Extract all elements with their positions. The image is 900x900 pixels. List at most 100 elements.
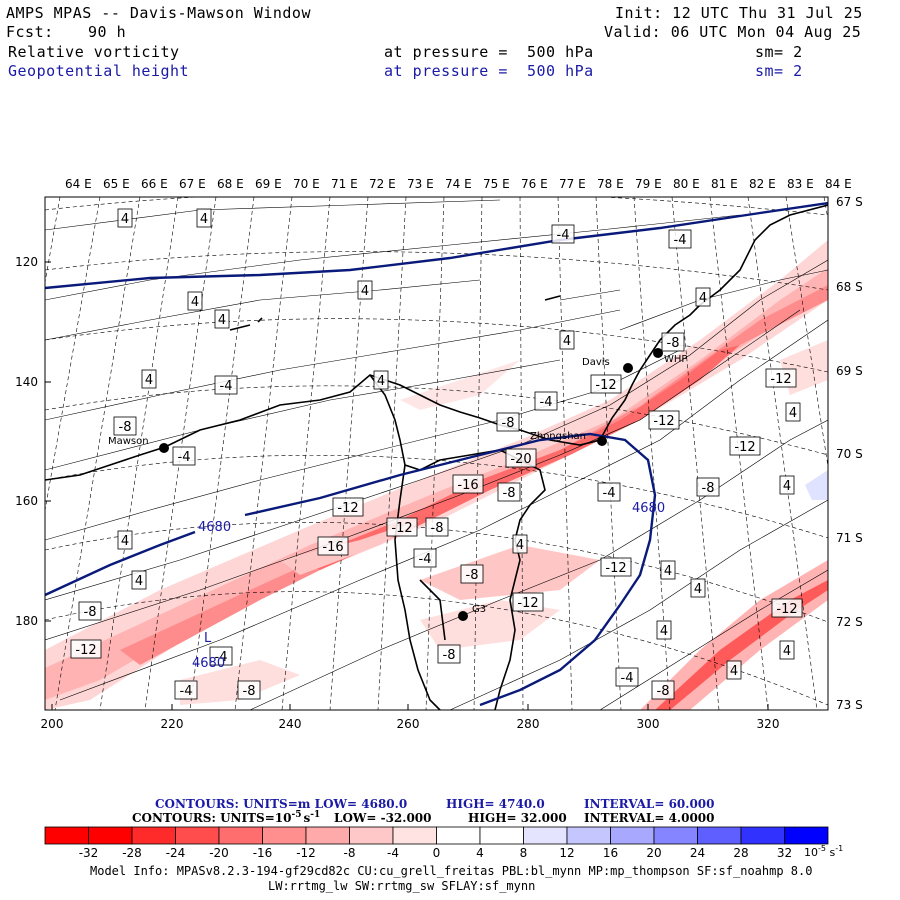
colorbar-tick-label: 32 xyxy=(777,846,792,860)
vorticity-label: 4 xyxy=(214,309,230,329)
map-frame xyxy=(44,196,829,711)
x-tick-label: 220 xyxy=(161,717,184,731)
vorticity-streak xyxy=(280,520,420,575)
svg-text:4: 4 xyxy=(200,212,208,227)
svg-text:4: 4 xyxy=(121,534,129,549)
longitude-label: 83 E xyxy=(787,177,814,191)
vorticity-shading xyxy=(45,197,828,710)
latitude-labels: 67 S 68 S 69 S 70 S 71 S 72 S 73 S xyxy=(836,195,863,712)
colorbar-tick-label: 24 xyxy=(690,846,705,860)
colorbar-units: 10-5 s-1 xyxy=(804,844,843,859)
svg-text:-8: -8 xyxy=(702,481,715,496)
svg-text:4: 4 xyxy=(730,664,738,679)
colorbar-swatch xyxy=(784,826,829,845)
height-contours xyxy=(45,201,828,707)
station-dot-whp xyxy=(653,348,663,358)
svg-text:-8: -8 xyxy=(84,605,97,620)
vorticity-label: 4 xyxy=(690,578,706,598)
height-label: 4680 xyxy=(192,656,225,671)
longitude-label: 67 E xyxy=(179,177,206,191)
colorbar-swatch xyxy=(305,826,350,845)
colorbar-swatch xyxy=(88,826,133,845)
x-tick-label: 280 xyxy=(517,717,540,731)
vorticity-label: -8 xyxy=(425,517,449,537)
vorticity-streak xyxy=(420,600,560,650)
height-contour-interval: INTERVAL= 60.000 xyxy=(584,797,715,811)
svg-text:-8: -8 xyxy=(466,568,479,583)
vorticity-label: -12 xyxy=(729,436,761,456)
colorbar-tick-label: 20 xyxy=(646,846,661,860)
latitude-label: 67 S xyxy=(836,195,863,209)
vorticity-contour-low: LOW= -32.000 xyxy=(334,811,432,825)
longitude-label: 74 E xyxy=(445,177,472,191)
height-label: 4680 xyxy=(632,501,665,516)
vorticity-label: -8 xyxy=(661,332,685,352)
vorticity-label: -12 xyxy=(332,497,364,517)
svg-text:4: 4 xyxy=(377,374,385,389)
svg-text:-16: -16 xyxy=(322,540,343,555)
vorticity-label: 4 xyxy=(373,370,389,390)
product-title: AMPS MPAS -- Davis-Mawson Window xyxy=(6,4,311,22)
longitude-label: 77 E xyxy=(559,177,586,191)
station-label-mawson: Mawson xyxy=(108,436,149,447)
colorbar-swatch xyxy=(610,826,655,845)
svg-text:4: 4 xyxy=(516,538,524,553)
colorbar-tick-label: 28 xyxy=(733,846,748,860)
field1-level: at pressure = 500 hPa xyxy=(384,43,594,61)
longitude-label: 64 E xyxy=(65,177,92,191)
vorticity-label: -8 xyxy=(496,412,520,432)
colorbar-tick-label: 12 xyxy=(559,846,574,860)
vorticity-label: 4 xyxy=(779,640,795,660)
colorbar-swatch xyxy=(392,826,437,845)
y-tick-label: 140 xyxy=(15,375,38,389)
svg-text:-12: -12 xyxy=(653,414,674,429)
vorticity-label: -12 xyxy=(771,598,803,618)
vorticity-label: -12 xyxy=(70,639,102,659)
vorticity-label: -4 xyxy=(214,375,238,395)
colorbar-tick-label: -32 xyxy=(79,846,99,860)
vorticity-label: -8 xyxy=(497,482,521,502)
longitude-label: 76 E xyxy=(521,177,548,191)
model-info-line1: Model Info: MPASv8.2.3-194-gf29cd82c CU:… xyxy=(90,864,813,878)
colorbar-swatch xyxy=(262,826,307,845)
svg-text:-20: -20 xyxy=(510,452,531,467)
field1-name: Relative vorticity xyxy=(8,43,180,61)
y-tick-label: 120 xyxy=(15,255,38,269)
station-label-g3: G3 xyxy=(472,604,486,615)
vorticity-label: -4 xyxy=(551,224,575,244)
vorticity-contour-high: HIGH= 32.000 xyxy=(468,811,567,825)
x-tick-label: 320 xyxy=(757,717,780,731)
vorticity-label: -4 xyxy=(597,482,621,502)
colorbar-swatch xyxy=(44,826,89,845)
station-label-davis: Davis xyxy=(582,357,610,368)
vorticity-label: -8 xyxy=(237,680,261,700)
svg-text:4: 4 xyxy=(145,373,153,388)
svg-text:-4: -4 xyxy=(557,228,570,243)
vorticity-label: 4 xyxy=(187,291,203,311)
vorticity-label: -12 xyxy=(765,368,797,388)
longitude-label: 82 E xyxy=(749,177,776,191)
svg-text:-12: -12 xyxy=(770,372,791,387)
svg-text:-8: -8 xyxy=(667,336,680,351)
svg-text:-12: -12 xyxy=(776,602,797,617)
vorticity-band-mid xyxy=(45,268,828,700)
vorticity-label: -4 xyxy=(209,646,233,666)
vorticity-contour-interval: INTERVAL= 4.0000 xyxy=(584,811,715,825)
x-tick-label: 260 xyxy=(397,717,420,731)
low-pressure-marker: L xyxy=(204,631,212,646)
valid-time: Valid: 06 UTC Mon 04 Aug 25 xyxy=(604,23,862,41)
vorticity-label: 4 xyxy=(357,280,373,300)
field2-smoothing: sm= 2 xyxy=(755,62,803,80)
svg-text:-12: -12 xyxy=(391,521,412,536)
svg-text:4: 4 xyxy=(135,574,143,589)
stations: Mawson Davis WHP Zhongshan G3 xyxy=(108,348,687,621)
svg-text:-12: -12 xyxy=(337,501,358,516)
vorticity-label: 4 xyxy=(726,660,742,680)
svg-text:4: 4 xyxy=(361,284,369,299)
svg-text:-8: -8 xyxy=(243,684,256,699)
latitude-label: 73 S xyxy=(836,698,863,712)
svg-text:-12: -12 xyxy=(734,440,755,455)
latitude-label: 68 S xyxy=(836,280,863,294)
vorticity-label: 4 xyxy=(512,534,528,554)
